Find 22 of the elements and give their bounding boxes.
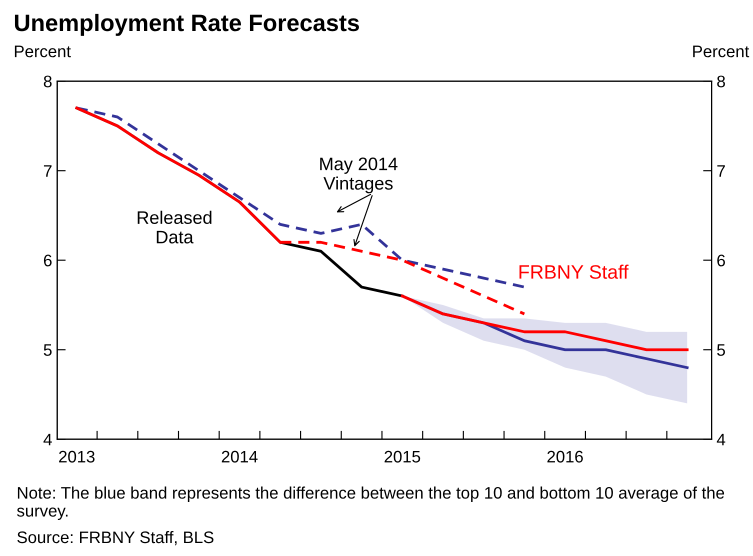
y-tick-label: 5 xyxy=(44,344,52,356)
x-tick-label: 2015 xyxy=(384,450,420,463)
chart-title: Unemployment Rate Forecasts xyxy=(14,14,359,36)
y2-tick-label: 6 xyxy=(717,254,725,266)
annotation: Released Data xyxy=(138,210,212,244)
x-tick-label: 2014 xyxy=(222,450,258,463)
y2-tick-label: 7 xyxy=(717,165,725,177)
text: Note: The blue band represents the difference between the top 10 and bottom 10 average of the survey. xyxy=(17,486,724,520)
y-tick-label: 6 xyxy=(44,254,52,266)
y-tick-label: 4 xyxy=(43,434,52,446)
y2-tick-label: 8 xyxy=(717,76,725,88)
y-tick-label: 8 xyxy=(44,76,52,88)
x-tick-label: 2013 xyxy=(59,450,95,463)
annotation: May 2014 Vintages xyxy=(320,158,398,194)
y2-axis-title: Percent xyxy=(693,46,750,58)
text: FRBNY Staff xyxy=(520,264,629,279)
x-tick-label: 2016 xyxy=(547,450,583,463)
y-tick-label: 7 xyxy=(44,165,52,177)
y-axis-title: Percent xyxy=(14,46,71,58)
source-note: Source: FRBNY Staff, BLS xyxy=(17,531,214,546)
y2-tick-label: 4 xyxy=(716,434,726,446)
y2-tick-label: 5 xyxy=(717,344,726,356)
